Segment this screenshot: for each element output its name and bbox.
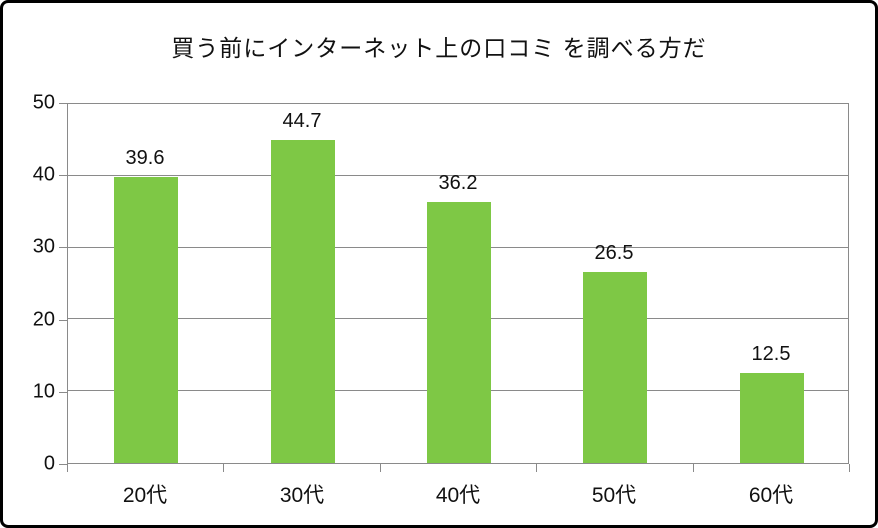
bar-60代: [740, 373, 804, 463]
y-axis-tick-label: 20: [32, 308, 55, 331]
x-axis-tick: [849, 464, 850, 472]
x-axis-tick: [693, 464, 694, 472]
bar-value-label: 39.6: [125, 147, 165, 169]
x-axis-category-label: 60代: [748, 484, 794, 507]
x-axis-category-label: 50代: [591, 484, 637, 507]
y-axis-tick-label: 0: [43, 452, 55, 475]
y-axis-tick-label: 30: [32, 235, 55, 258]
x-axis-category-label: 40代: [435, 484, 481, 507]
bar-20代: [114, 177, 178, 463]
y-axis-tick: [59, 103, 67, 104]
bar-value-label: 26.5: [594, 242, 634, 264]
y-axis-tick-label: 50: [32, 91, 55, 114]
x-axis-tick: [380, 464, 381, 472]
bar-value-label: 36.2: [438, 172, 478, 194]
x-axis-category-label: 20代: [122, 484, 168, 507]
y-axis-tick: [59, 392, 67, 393]
y-axis-tick-label: 10: [32, 380, 55, 403]
y-axis-tick: [59, 247, 67, 248]
x-axis-tick: [536, 464, 537, 472]
plot-area: [67, 103, 849, 464]
bar-50代: [583, 272, 647, 463]
chart-title: 買う前にインターネット上の口コミ を調べる方だ: [171, 35, 707, 61]
y-axis-tick: [59, 464, 67, 465]
x-axis-tick: [67, 464, 68, 472]
bar-value-label: 12.5: [751, 343, 791, 365]
x-axis-tick: [223, 464, 224, 472]
bar-40代: [427, 202, 491, 463]
bar-value-label: 44.7: [282, 110, 322, 132]
y-axis-tick: [59, 320, 67, 321]
y-axis-tick: [59, 175, 67, 176]
x-axis-category-label: 30代: [279, 484, 325, 507]
bar-30代: [271, 140, 335, 463]
gridline: [68, 174, 848, 176]
y-axis-tick-label: 40: [32, 163, 55, 186]
